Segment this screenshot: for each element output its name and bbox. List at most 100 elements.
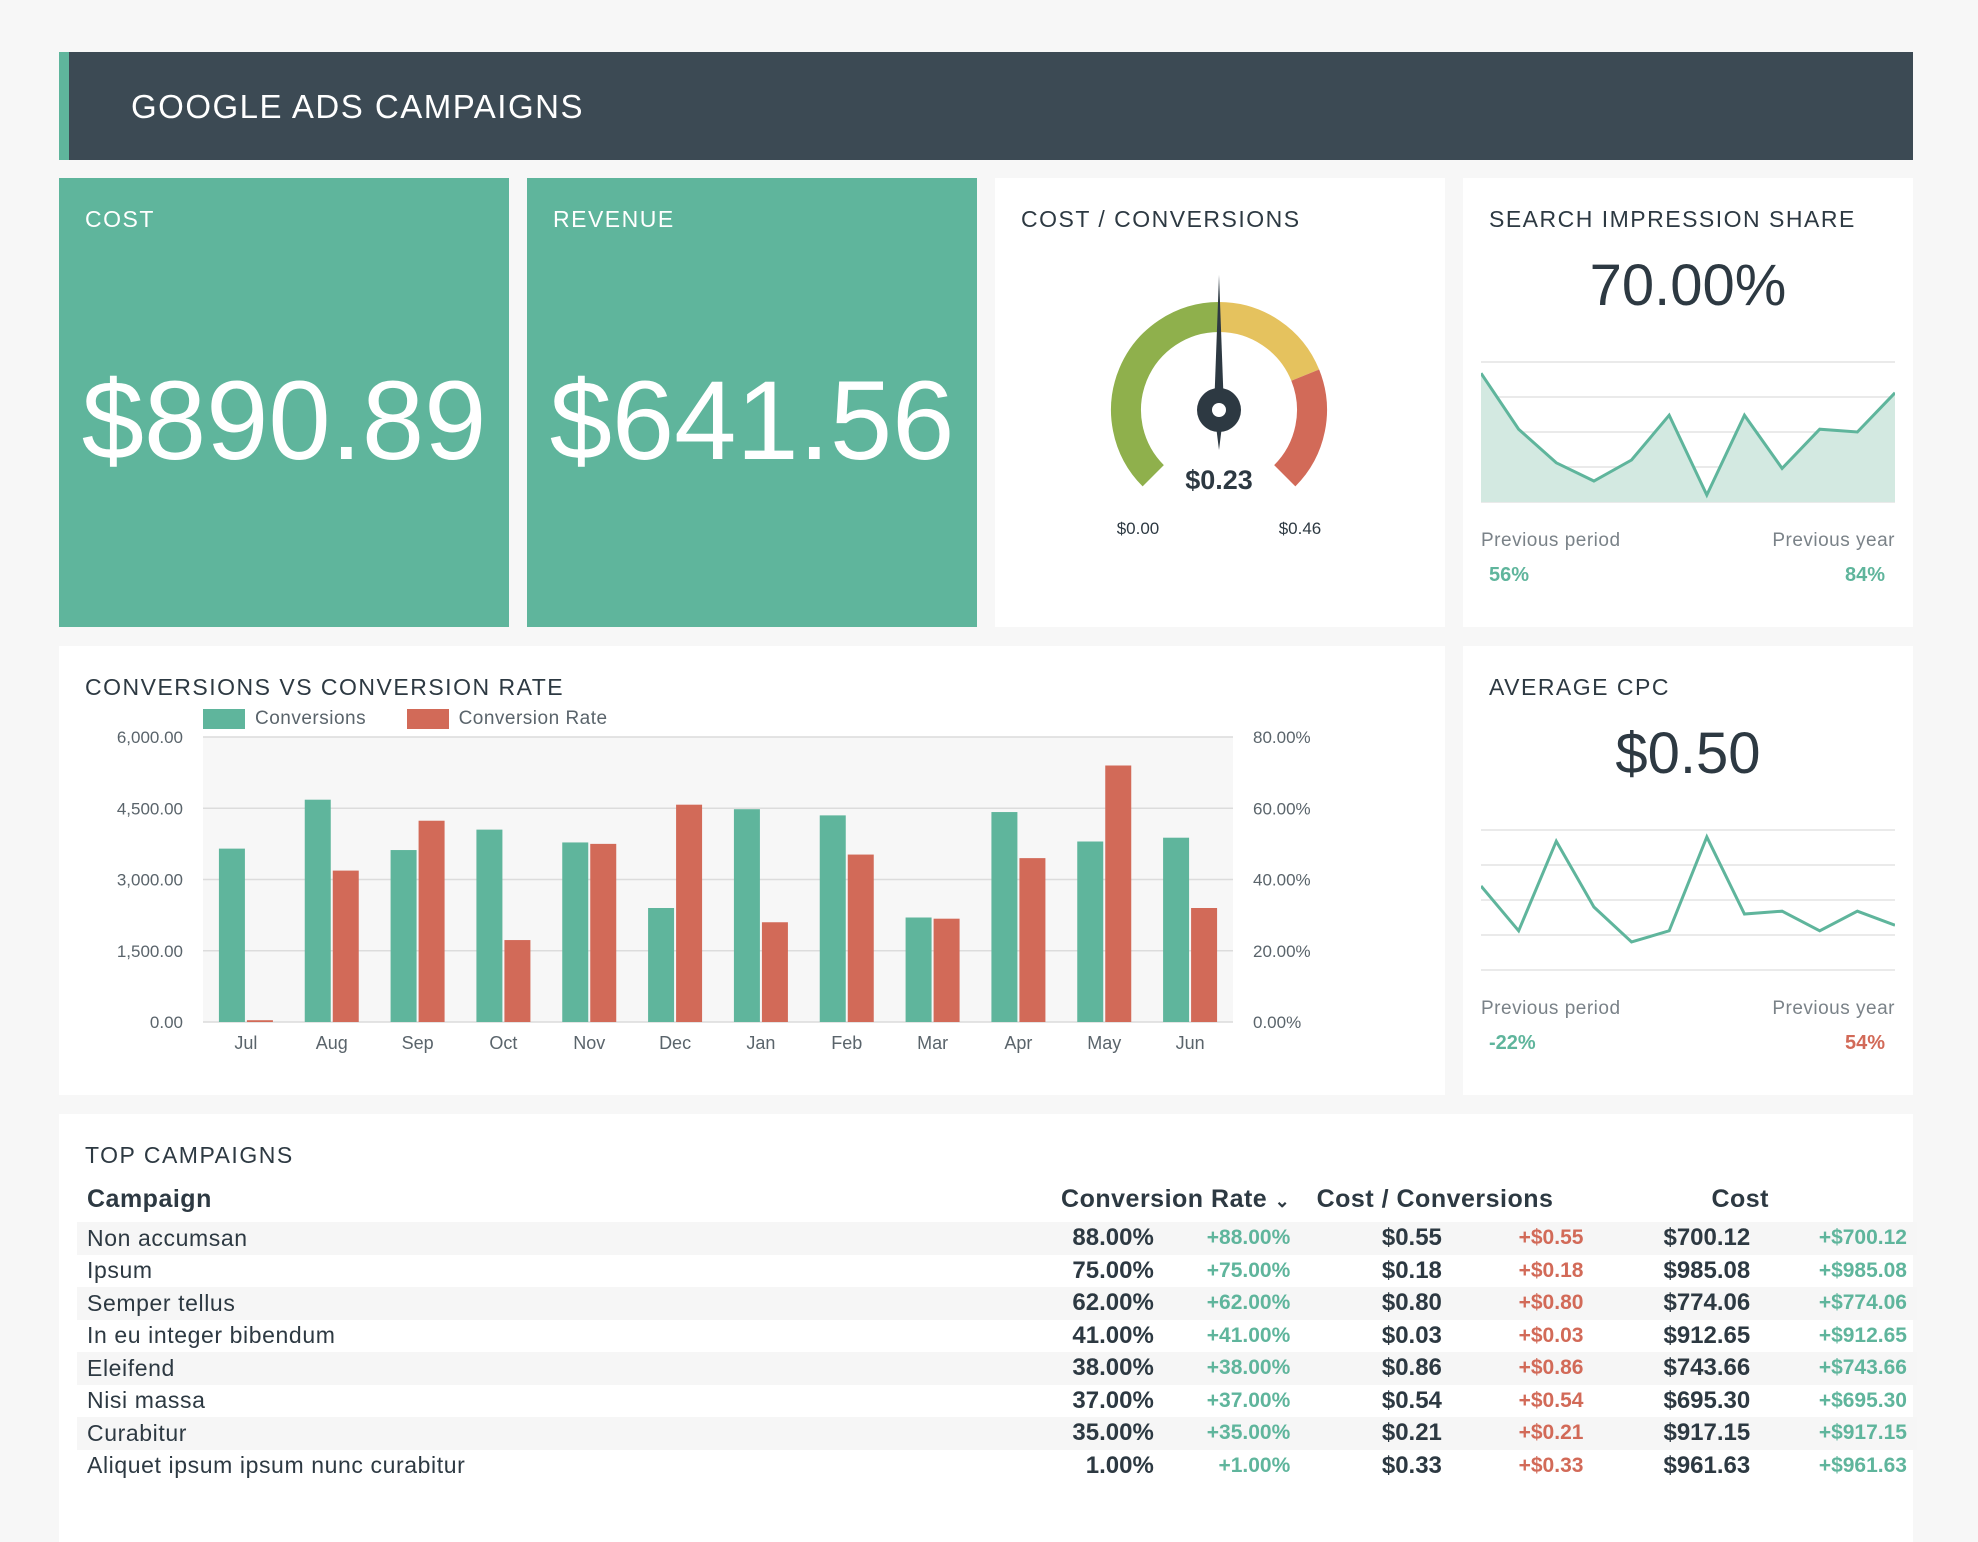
gauge-green-segment — [1111, 302, 1220, 487]
y-right-tick-label: 80.00% — [1253, 728, 1311, 747]
cost-conversions-delta-cell: +$0.86 — [1451, 1352, 1594, 1385]
x-tick-label: Jul — [234, 1033, 257, 1053]
bar-conversions-jul — [218, 848, 245, 1022]
x-tick-label: Sep — [402, 1033, 434, 1053]
x-tick-label: May — [1087, 1033, 1121, 1053]
cost-conversions-cell: $0.55 — [1300, 1222, 1452, 1255]
conversion-rate-cell: 75.00% — [1072, 1256, 1154, 1284]
legend-label-conversion-rate: Conversion Rate — [458, 708, 608, 729]
table-row[interactable]: In eu integer bibendum 41.00% +41.00% $0.03… — [77, 1320, 1917, 1353]
campaign-name-cell: In eu integer bibendum — [87, 1322, 336, 1349]
campaign-name-cell: Ipsum — [87, 1257, 153, 1284]
gauge-max-label: $0.46 — [1279, 519, 1322, 538]
conversion-rate-delta-cell: +38.00% — [1163, 1352, 1301, 1385]
prev-period-label: Previous period — [1481, 530, 1621, 551]
cost-card: COST $890.89 — [59, 178, 509, 627]
x-tick-label: Nov — [573, 1033, 605, 1053]
y-right-tick-label: 0.00% — [1253, 1013, 1301, 1032]
cost-conversions-label: COST / CONVERSIONS — [1021, 206, 1301, 232]
x-tick-label: Dec — [659, 1033, 691, 1053]
y-left-tick-label: 3,000.00 — [117, 871, 183, 890]
table-row[interactable]: Non accumsan 88.00% +88.00% $0.55 +$0.55 $700… — [77, 1222, 1917, 1255]
cost-conversions-delta-cell: +$0.03 — [1518, 1323, 1584, 1347]
cost-delta-cell: +$917.15 — [1760, 1417, 1917, 1450]
legend-swatch-conversions — [203, 709, 245, 729]
bar-conversion-rate-jul — [246, 1020, 273, 1022]
table-row[interactable]: Semper tellus 62.00% +62.00% $0.80 +$0.80 $77… — [77, 1287, 1917, 1320]
campaign-name-cell: Non accumsan — [77, 1222, 1028, 1255]
gauge-red-segment — [1273, 369, 1327, 487]
campaign-name-cell: Eleifend — [77, 1352, 1028, 1385]
bar-conversions-jun — [1163, 837, 1190, 1022]
bar-conversions-oct — [476, 829, 503, 1022]
cost-cell: $985.08 — [1663, 1256, 1751, 1284]
cost-conversions-cell: $0.33 — [1381, 1451, 1442, 1479]
x-tick-label: Jan — [746, 1033, 775, 1053]
bar-conversions-aug — [304, 799, 331, 1022]
x-tick-label: Aug — [316, 1033, 348, 1053]
conversion-rate-delta-cell: +41.00% — [1206, 1323, 1291, 1347]
page-title: GOOGLE ADS CAMPAIGNS — [131, 88, 584, 125]
conversion-rate-delta-cell: +1.00% — [1218, 1453, 1291, 1477]
dashboard-header: GOOGLE ADS CAMPAIGNS — [59, 52, 1913, 160]
sparkline-line — [1481, 833, 1895, 944]
column-header-cost[interactable]: Cost — [1711, 1184, 1769, 1213]
sparkline-area — [1481, 373, 1895, 502]
chart-legend: Conversions Conversion Rate — [203, 708, 608, 730]
prev-year-value: 54% — [1844, 1032, 1885, 1054]
prev-year-value: 84% — [1844, 564, 1885, 586]
conversion-rate-cell: 37.00% — [1072, 1386, 1154, 1414]
cost-conversions-delta-cell: +$0.18 — [1518, 1258, 1584, 1282]
conversion-rate-cell: 41.00% — [1072, 1321, 1154, 1349]
bar-conversion-rate-mar — [933, 918, 960, 1022]
conversion-rate-cell: 35.00% — [1027, 1417, 1164, 1450]
revenue-label: REVENUE — [553, 206, 675, 232]
search-impression-value: 70.00% — [1589, 253, 1787, 318]
y-left-tick-label: 6,000.00 — [117, 728, 183, 747]
column-header-campaign[interactable]: Campaign — [87, 1184, 212, 1213]
column-header-cost-conversions[interactable]: Cost / Conversions — [1316, 1184, 1554, 1213]
table-row[interactable]: Ipsum 75.00% +75.00% $0.18 +$0.18 $985.08 +$98… — [77, 1255, 1917, 1288]
cost-conversions-cell: $0.86 — [1300, 1352, 1452, 1385]
search-impression-label: SEARCH IMPRESSION SHARE — [1489, 206, 1856, 232]
conversions-chart-card: CONVERSIONS VS CONVERSION RATE Conversio… — [59, 646, 1445, 1095]
cost-cell: $774.06 — [1593, 1287, 1761, 1320]
cost-conversions-delta-cell: +$0.21 — [1451, 1417, 1594, 1450]
bar-conversion-rate-dec — [676, 804, 703, 1022]
prev-period-value: 56% — [1489, 564, 1530, 586]
table-row[interactable]: Eleifend 38.00% +38.00% $0.86 +$0.86 $743.66 +… — [77, 1352, 1917, 1385]
average-cpc-sparkline — [1481, 829, 1895, 971]
cost-conversions-cell: $0.54 — [1381, 1386, 1442, 1414]
table-row[interactable]: Curabitur 35.00% +35.00% $0.21 +$0.21 $917.15… — [77, 1417, 1917, 1450]
header-accent-bar — [59, 52, 69, 160]
table-row[interactable]: Nisi massa 37.00% +37.00% $0.54 +$0.54 $695.3… — [77, 1385, 1917, 1418]
prev-period-value: -22% — [1489, 1032, 1536, 1054]
bar-conversion-rate-feb — [847, 854, 874, 1022]
column-header-conversion-rate-label: Conversion Rate — [1061, 1184, 1268, 1213]
gauge-yellow-segment — [1218, 302, 1320, 382]
cost-cell: $912.65 — [1663, 1321, 1751, 1349]
y-right-tick-label: 60.00% — [1253, 799, 1311, 818]
table-row[interactable]: Aliquet ipsum ipsum nunc curabitur 1.00% +… — [77, 1450, 1917, 1483]
campaign-name-cell: Aliquet ipsum ipsum nunc curabitur — [87, 1452, 466, 1479]
x-tick-label: Jun — [1176, 1033, 1205, 1053]
cost-delta-cell: +$912.65 — [1818, 1323, 1907, 1347]
column-header-conversion-rate[interactable]: Conversion Rate ⌄ — [1027, 1176, 1300, 1222]
gauge-min-label: $0.00 — [1117, 519, 1160, 538]
bar-conversions-jan — [733, 809, 760, 1022]
conversion-rate-delta-cell: +88.00% — [1163, 1222, 1301, 1255]
bar-conversions-feb — [819, 815, 846, 1022]
sort-chevron-down-icon[interactable]: ⌄ — [1274, 1190, 1291, 1211]
conversion-rate-cell: 38.00% — [1027, 1352, 1164, 1385]
x-tick-label: Feb — [831, 1033, 862, 1053]
campaigns-table: Campaign Conversion Rate ⌄ Cost / Conver… — [77, 1176, 1917, 1482]
legend-swatch-conversion-rate — [406, 709, 449, 729]
legend-label-conversions: Conversions — [255, 708, 367, 729]
y-left-tick-label: 4,500.00 — [117, 799, 183, 818]
bar-conversions-mar — [905, 917, 932, 1022]
cost-delta-cell: +$774.06 — [1760, 1287, 1917, 1320]
average-cpc-value: $0.50 — [1615, 721, 1761, 786]
cost-cell: $961.63 — [1663, 1451, 1751, 1479]
cost-conversions-cell: $0.18 — [1381, 1256, 1442, 1284]
campaign-name-cell: Nisi massa — [87, 1387, 206, 1414]
